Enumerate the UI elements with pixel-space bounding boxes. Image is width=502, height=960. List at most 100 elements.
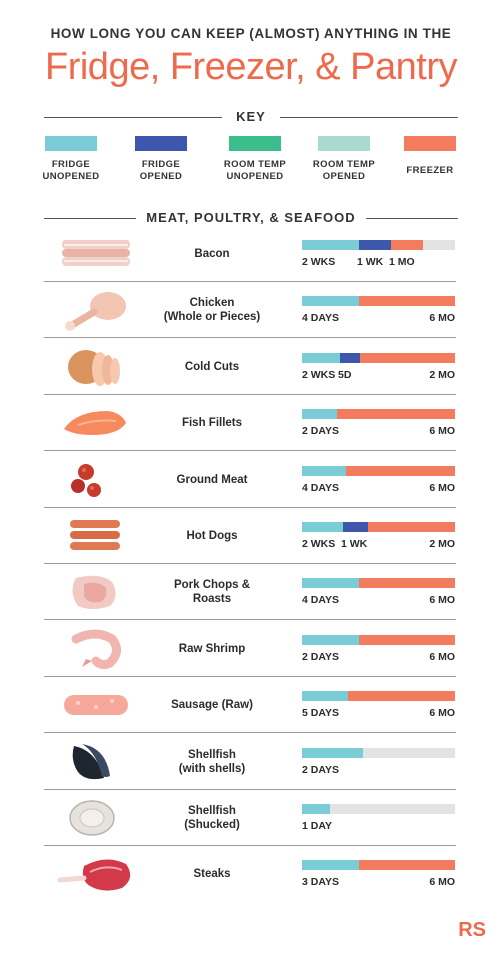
divider-right [366,218,458,219]
hot-dogs-icon [56,512,136,558]
food-name: Fish Fillets [181,417,243,429]
ground-meat-icon [56,456,136,502]
food-row: Shellfish (with shells) 2 DAYS [44,734,456,790]
divider-left [44,218,136,219]
food-name: Cold Cuts [184,361,240,373]
food-row: Chicken (Whole or Pieces) 4 DAYS 6 MO [44,282,456,338]
duration-label: 6 MO [429,876,455,888]
storage-bar [302,296,455,306]
row-divider [44,732,456,733]
duration-label: 2 WKS [302,538,336,550]
food-row: Fish Fillets 2 DAYS 6 MO [44,395,456,451]
key-label: FRIDGE OPENED [139,159,183,182]
key-item: FRIDGE OPENED [116,136,206,183]
key-swatch [135,136,187,151]
food-row: Sausage (Raw) 5 DAYS 6 MO [44,677,456,733]
bar-segment-fridge-unopened [302,353,341,363]
food-name: Chicken (Whole or Pieces) [163,297,261,323]
food-row: Ground Meat 4 DAYS 6 MO [44,452,456,508]
bar-segment-fridge-unopened [302,296,359,306]
food-name: Hot Dogs [186,530,238,542]
food-row: Bacon 2 WKS 1 WK 1 MO [44,226,456,282]
bar-segment-fridge-opened [343,522,368,532]
food-name: Bacon [194,248,230,260]
storage-bar [302,353,455,363]
bar-segment-freezer [367,522,455,532]
bar-segment-fridge-unopened [302,409,338,419]
storage-bar [302,748,455,758]
row-divider [44,563,456,564]
bar-segment-fridge-unopened [302,466,347,476]
chicken-leg-icon [56,286,136,332]
bar-segment-freezer [358,296,455,306]
bar-segment-fridge-opened [358,240,391,250]
pork-chop-icon [56,568,136,614]
supertitle: HOW LONG YOU CAN KEEP (ALMOST) ANYTHING … [50,26,452,41]
bar-segment-freezer [337,409,455,419]
storage-bar [302,409,455,419]
bar-segment-freezer [358,860,455,870]
bar-segment-fridge-opened [340,353,361,363]
brand-logo: RS [458,919,486,941]
duration-label: 6 MO [429,594,455,606]
food-name: Steaks [193,868,231,880]
duration-label: 2 WKS [302,256,336,268]
key-item: ROOM TEMP UNOPENED [210,136,300,183]
duration-label: 5D [338,369,352,381]
storage-bar [302,578,455,588]
bar-segment-freezer [346,466,455,476]
food-name: Shellfish (with shells) [178,749,246,775]
duration-label: 6 MO [429,651,455,663]
food-name: Shellfish (Shucked) [184,805,240,831]
duration-label: 2 MO [429,369,455,381]
duration-label: 2 DAYS [302,651,339,663]
cold-cuts-icon [56,343,136,389]
duration-label: 1 DAY [302,820,332,832]
bar-segment-freezer [390,240,423,250]
duration-label: 2 MO [429,538,455,550]
bar-segment-fridge-unopened [302,748,364,758]
key-label: FRIDGE UNOPENED [42,159,100,182]
key-item: FREEZER [385,136,475,177]
duration-label: 2 WKS [302,369,336,381]
duration-label: 3 DAYS [302,876,339,888]
key-heading-label: KEY [236,109,266,124]
sausage-icon [56,681,136,727]
food-name: Pork Chops & Roasts [173,579,251,605]
row-divider [44,789,456,790]
divider-right [280,117,458,118]
key-heading: KEY [44,107,458,127]
bar-segment-fridge-unopened [302,860,359,870]
storage-bar [302,804,455,814]
bar-segment-freezer [360,353,455,363]
row-divider [44,450,456,451]
key-label: FREEZER [406,165,454,176]
row-divider [44,507,456,508]
section-heading-label: MEAT, POULTRY, & SEAFOOD [146,210,356,225]
page-title: Fridge, Freezer, & Pantry [45,46,458,88]
food-row: Pork Chops & Roasts 4 DAYS 6 MO [44,564,456,620]
bacon-icon [56,230,136,276]
row-divider [44,337,456,338]
key-item: FRIDGE UNOPENED [26,136,116,183]
food-row: Cold Cuts 2 WKS 5D 2 MO [44,339,456,395]
food-row: Hot Dogs 2 WKS 1 WK 2 MO [44,508,456,564]
food-row: Shellfish (Shucked) 1 DAY [44,790,456,846]
storage-bar [302,466,455,476]
duration-label: 4 DAYS [302,594,339,606]
key-label: ROOM TEMP OPENED [312,159,376,182]
food-name: Raw Shrimp [178,643,246,655]
key-swatch [229,136,281,151]
storage-bar [302,635,455,645]
row-divider [44,619,456,620]
key-label: ROOM TEMP UNOPENED [223,159,287,182]
bar-segment-freezer [358,578,455,588]
bar-segment-fridge-unopened [302,578,359,588]
steak-icon [56,850,136,896]
key-item: ROOM TEMP OPENED [299,136,389,183]
bar-segment-fridge-unopened [302,635,359,645]
food-name: Sausage (Raw) [171,699,253,711]
section-heading: MEAT, POULTRY, & SEAFOOD [44,208,458,228]
bar-segment-freezer [347,691,455,701]
row-divider [44,676,456,677]
